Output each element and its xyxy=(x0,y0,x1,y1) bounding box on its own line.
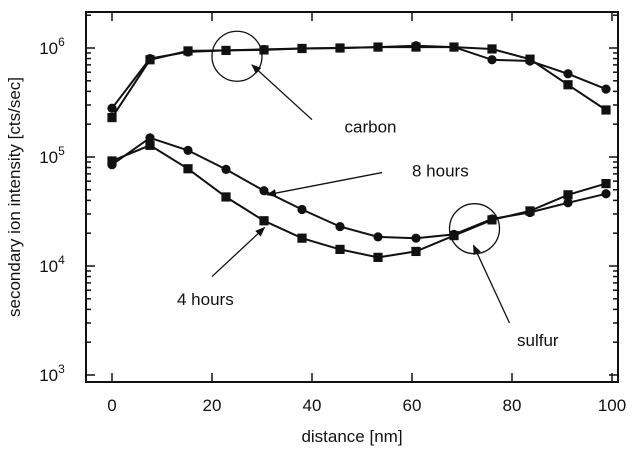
data-point xyxy=(107,156,117,166)
data-point xyxy=(487,215,497,225)
x-tick-label: 80 xyxy=(503,396,522,415)
series-line xyxy=(111,46,607,119)
data-point xyxy=(563,198,573,208)
x-tick-label: 20 xyxy=(203,396,222,415)
data-point xyxy=(487,55,497,65)
annotation-arrow xyxy=(472,244,511,324)
series-group xyxy=(107,41,611,262)
data-point xyxy=(525,54,535,64)
x-axis-label: distance [nm] xyxy=(301,427,402,446)
data-point xyxy=(525,206,535,216)
x-tick-label: 0 xyxy=(107,396,116,415)
x-tick-label: 100 xyxy=(598,396,626,415)
data-point xyxy=(601,189,611,199)
data-point xyxy=(373,232,383,242)
data-point xyxy=(259,216,269,226)
data-point xyxy=(487,44,497,54)
data-point xyxy=(601,105,611,115)
data-point xyxy=(335,244,345,255)
data-point xyxy=(411,233,421,243)
x-tick-label: 60 xyxy=(403,396,422,415)
annotation-label: carbon xyxy=(345,118,397,137)
data-point xyxy=(107,103,117,113)
data-point xyxy=(297,233,307,243)
y-tick-label: 103 xyxy=(39,362,65,385)
data-point xyxy=(145,140,155,150)
data-point xyxy=(601,179,611,189)
data-point xyxy=(601,84,611,94)
data-point xyxy=(563,69,573,79)
data-point xyxy=(183,145,193,155)
data-point xyxy=(563,80,573,90)
annotations-group: carbon 8 hours 4 hours sulfur xyxy=(177,30,559,350)
data-point xyxy=(563,190,573,200)
annotation-circle xyxy=(211,30,263,82)
plot-frame xyxy=(85,11,619,383)
data-point xyxy=(411,246,421,257)
data-point xyxy=(297,43,307,54)
annotation-arrow xyxy=(211,226,266,278)
annotation-label: 4 hours xyxy=(177,290,234,309)
annotation-arrow xyxy=(266,171,383,198)
series-line xyxy=(111,136,607,240)
data-point xyxy=(335,221,345,232)
data-point xyxy=(145,55,155,65)
data-point xyxy=(449,231,459,241)
data-point xyxy=(449,42,459,52)
data-point xyxy=(221,192,231,202)
data-point xyxy=(259,45,269,55)
data-point xyxy=(221,164,231,174)
annotation-label: 8 hours xyxy=(412,162,469,181)
data-point xyxy=(373,252,383,262)
annotation-label: sulfur xyxy=(517,331,559,350)
y-tick-label: 105 xyxy=(39,144,65,167)
y-axis-label: secondary ion intensity [cts/sec] xyxy=(5,77,24,317)
y-tick-label: 106 xyxy=(39,35,65,58)
data-point xyxy=(411,42,421,52)
series-line xyxy=(111,144,607,259)
data-point xyxy=(335,43,345,53)
data-point xyxy=(373,42,383,52)
data-point xyxy=(297,204,307,215)
data-point xyxy=(221,45,231,56)
data-point xyxy=(259,186,269,196)
y-tick-label: 104 xyxy=(39,253,65,276)
data-point xyxy=(107,112,117,123)
data-point xyxy=(183,164,193,174)
annotation-arrow xyxy=(251,64,313,121)
axis-ticks: 0 20 40 60 80 100 103 104 105 106 xyxy=(39,12,626,415)
x-tick-label: 40 xyxy=(303,396,322,415)
data-point xyxy=(145,133,155,143)
data-point xyxy=(183,46,193,56)
